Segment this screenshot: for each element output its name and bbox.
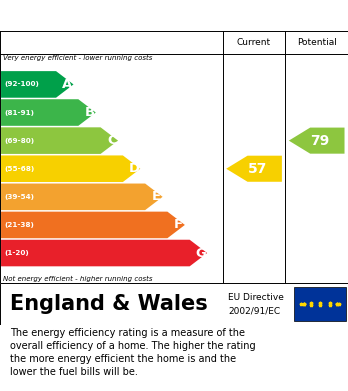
Text: England & Wales: England & Wales bbox=[10, 294, 208, 314]
Polygon shape bbox=[1, 99, 96, 126]
Polygon shape bbox=[1, 240, 207, 266]
Text: B: B bbox=[85, 106, 95, 119]
Text: F: F bbox=[174, 219, 183, 231]
Text: Energy Efficiency Rating: Energy Efficiency Rating bbox=[10, 8, 220, 23]
Text: E: E bbox=[152, 190, 161, 203]
Text: Not energy efficient - higher running costs: Not energy efficient - higher running co… bbox=[3, 276, 153, 282]
Text: (39-54): (39-54) bbox=[5, 194, 34, 200]
Polygon shape bbox=[226, 156, 282, 182]
Text: EU Directive: EU Directive bbox=[228, 293, 284, 302]
Text: (21-38): (21-38) bbox=[5, 222, 34, 228]
Polygon shape bbox=[1, 71, 73, 98]
Text: G: G bbox=[196, 247, 206, 260]
Text: Potential: Potential bbox=[297, 38, 337, 47]
Text: A: A bbox=[62, 78, 72, 91]
Text: (55-68): (55-68) bbox=[5, 166, 35, 172]
Text: 57: 57 bbox=[247, 162, 267, 176]
Text: C: C bbox=[107, 134, 117, 147]
Polygon shape bbox=[1, 183, 163, 210]
Polygon shape bbox=[289, 127, 345, 154]
Text: 2002/91/EC: 2002/91/EC bbox=[228, 307, 280, 316]
Text: Current: Current bbox=[237, 38, 271, 47]
Text: The energy efficiency rating is a measure of the
overall efficiency of a home. T: The energy efficiency rating is a measur… bbox=[10, 328, 256, 377]
Text: Very energy efficient - lower running costs: Very energy efficient - lower running co… bbox=[3, 55, 153, 61]
Text: (81-91): (81-91) bbox=[5, 109, 34, 115]
Polygon shape bbox=[1, 212, 185, 238]
Text: (92-100): (92-100) bbox=[5, 81, 39, 88]
Polygon shape bbox=[1, 127, 118, 154]
Text: 79: 79 bbox=[310, 134, 330, 148]
Bar bbox=[294, 287, 346, 321]
Polygon shape bbox=[1, 156, 140, 182]
Text: D: D bbox=[129, 162, 140, 175]
Text: (1-20): (1-20) bbox=[5, 250, 29, 256]
Text: (69-80): (69-80) bbox=[5, 138, 35, 143]
